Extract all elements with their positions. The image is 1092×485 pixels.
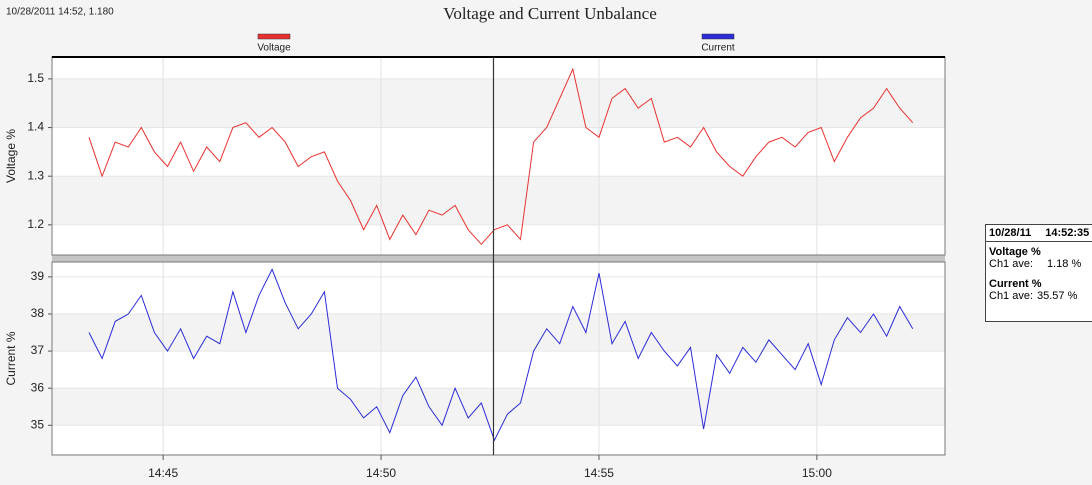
x-tick-label: 14:50 xyxy=(366,466,396,480)
x-tick-label: 14:45 xyxy=(148,466,178,480)
readout-label: Ch1 ave: xyxy=(989,258,1034,270)
y-tick-label: 37 xyxy=(31,343,45,357)
plot-area xyxy=(52,262,945,455)
readout-value: 35.57 % xyxy=(1037,290,1078,302)
y-tick-label: 1.2 xyxy=(27,217,44,231)
grid-band xyxy=(52,388,945,426)
legend-swatch xyxy=(257,33,291,40)
y-tick-label: 1.3 xyxy=(27,168,44,182)
readout-date: 10/28/11 xyxy=(989,227,1032,239)
legend-label: Voltage xyxy=(257,43,291,54)
x-tick-label: 14:55 xyxy=(584,466,614,480)
readout-title: Current % xyxy=(989,278,1042,290)
status-text: 10/28/2011 14:52, 1.180 xyxy=(6,7,114,18)
readout-time: 14:52:35 xyxy=(1045,227,1090,239)
plot-border xyxy=(51,261,946,456)
legend-swatch xyxy=(701,33,735,40)
data-line xyxy=(88,268,914,442)
y-tick-label: 1.5 xyxy=(27,71,44,85)
x-tick-label: 15:00 xyxy=(802,466,832,480)
grid-band xyxy=(52,313,945,352)
readout-value: 1.18 % xyxy=(1047,258,1082,270)
readout-label: Ch1 ave: xyxy=(989,290,1034,302)
chart-title: Voltage and Current Unbalance xyxy=(443,4,657,23)
panel-separator xyxy=(52,255,945,262)
y-tick-label: 36 xyxy=(31,380,45,394)
legend-label: Current xyxy=(701,43,735,54)
y-tick-label: 1.4 xyxy=(27,120,44,134)
data-line xyxy=(88,67,914,246)
y-tick-label: 38 xyxy=(31,306,45,320)
readout-panel: 10/28/11 14:52:35 Voltage % Ch1 ave: 1.18 … xyxy=(985,224,1092,322)
readout-title: Voltage % xyxy=(989,246,1041,258)
grid-band xyxy=(52,78,945,128)
y-tick-label: 39 xyxy=(31,269,45,283)
grid-band xyxy=(52,176,945,225)
y-axis-label: Current % xyxy=(4,331,18,385)
y-axis-label: Voltage % xyxy=(4,129,18,183)
y-tick-label: 35 xyxy=(31,417,45,431)
